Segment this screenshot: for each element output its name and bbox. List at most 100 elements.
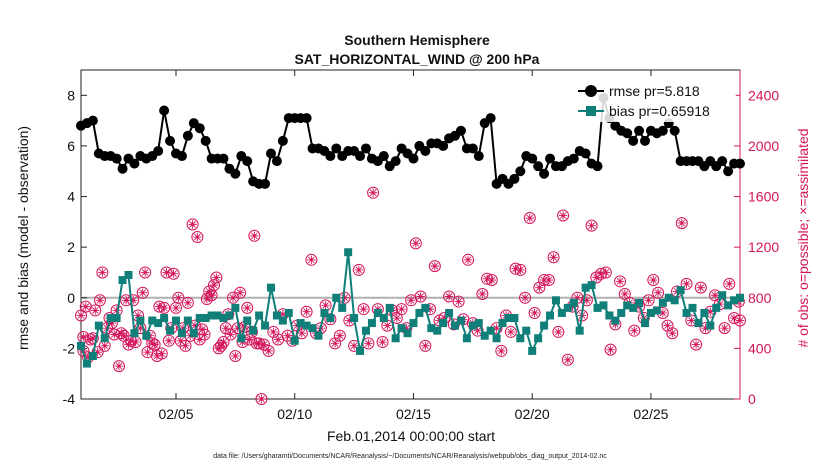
bias-point bbox=[177, 329, 186, 338]
obs-assimilated-marker bbox=[190, 321, 200, 330]
obs-assimilated-marker bbox=[364, 339, 373, 348]
obs-possible-marker bbox=[160, 266, 173, 279]
bias-point bbox=[575, 326, 584, 335]
obs-assimilated-marker bbox=[706, 307, 715, 316]
bias-point bbox=[540, 321, 549, 330]
obs-possible-marker bbox=[112, 360, 125, 373]
obs-assimilated-marker bbox=[169, 269, 178, 278]
obs-possible-marker bbox=[158, 301, 171, 314]
obs-assimilated-marker bbox=[601, 268, 611, 277]
obs-assimilated-marker bbox=[691, 340, 701, 349]
obs-count-point bbox=[169, 301, 182, 314]
rmse-point bbox=[153, 145, 164, 156]
obs-assimilated-marker bbox=[478, 289, 487, 299]
obs-count-point bbox=[485, 274, 498, 287]
bias-point bbox=[171, 316, 180, 325]
obs-assimilated-marker bbox=[335, 331, 345, 340]
obs-possible-marker bbox=[723, 277, 736, 290]
obs-possible-marker bbox=[504, 325, 517, 338]
bias-point bbox=[480, 331, 489, 340]
obs-possible-marker bbox=[647, 274, 660, 287]
rmse-point bbox=[467, 143, 478, 154]
rmse-point bbox=[360, 143, 371, 154]
obs-assimilated-marker bbox=[181, 341, 190, 351]
bias-point bbox=[492, 334, 501, 343]
x-tick-label: 02/15 bbox=[396, 406, 431, 422]
obs-count-point bbox=[690, 338, 703, 351]
bias-point bbox=[664, 293, 673, 302]
x-axis-label: Feb.01,2014 00:00:00 start bbox=[327, 428, 495, 444]
obs-possible-marker bbox=[614, 275, 627, 288]
rmse-point bbox=[182, 130, 193, 141]
obs-count-point bbox=[86, 332, 99, 345]
obs-possible-marker bbox=[561, 353, 574, 366]
obs-assimilated-marker bbox=[378, 337, 387, 347]
bias-point bbox=[100, 334, 109, 343]
obs-count-point bbox=[300, 305, 313, 318]
obs-assimilated-marker bbox=[205, 287, 214, 296]
obs-possible-marker bbox=[86, 332, 99, 345]
obs-possible-marker bbox=[542, 274, 555, 287]
bias-point bbox=[486, 326, 495, 335]
obs-possible-marker bbox=[514, 263, 527, 276]
rmse-point bbox=[331, 143, 342, 154]
obs-count-point bbox=[234, 286, 247, 299]
bias-point bbox=[261, 321, 270, 330]
rmse-point bbox=[390, 156, 401, 167]
obs-count-point bbox=[267, 325, 280, 338]
y-tick-label-right: 1200 bbox=[748, 239, 779, 255]
obs-assimilated-marker bbox=[383, 321, 392, 330]
y-tick-label-left: 8 bbox=[67, 87, 75, 103]
obs-possible-marker bbox=[212, 342, 225, 355]
bias-point bbox=[641, 319, 650, 328]
bias-point bbox=[629, 303, 638, 312]
obs-count-point bbox=[226, 291, 239, 304]
obs-assimilated-marker bbox=[330, 339, 340, 348]
obs-possible-marker bbox=[198, 328, 211, 341]
bias-point bbox=[77, 341, 85, 350]
obs-possible-marker bbox=[690, 338, 703, 351]
obs-possible-marker bbox=[300, 305, 313, 318]
rmse-point bbox=[87, 115, 98, 126]
obs-assimilated-marker bbox=[86, 335, 95, 344]
obs-assimilated-marker bbox=[155, 302, 164, 311]
obs-assimilated-marker bbox=[269, 327, 278, 337]
obs-count-point bbox=[585, 219, 598, 232]
obs-assimilated-marker bbox=[402, 323, 411, 333]
obs-assimilated-marker bbox=[644, 296, 653, 305]
obs-count-point bbox=[122, 338, 135, 351]
bias-point bbox=[225, 311, 234, 320]
obs-assimilated-marker bbox=[573, 293, 582, 302]
obs-count-point bbox=[255, 393, 268, 405]
obs-count-point bbox=[179, 339, 192, 352]
bias-point bbox=[332, 293, 341, 302]
obs-possible-marker bbox=[127, 294, 140, 307]
rmse-point bbox=[301, 113, 312, 124]
bias-point bbox=[255, 311, 264, 320]
obs-assimilated-marker bbox=[93, 347, 102, 357]
bias-point bbox=[688, 303, 697, 312]
obs-assimilated-marker bbox=[176, 336, 185, 345]
rmse-point bbox=[378, 151, 389, 162]
rmse-point bbox=[265, 148, 276, 159]
obs-possible-marker bbox=[207, 279, 220, 292]
obs-assimilated-marker bbox=[406, 296, 416, 305]
obs-count-point bbox=[89, 304, 102, 317]
obs-count-point bbox=[127, 294, 140, 307]
rmse-point bbox=[176, 151, 187, 162]
rmse-point bbox=[408, 153, 419, 164]
obs-assimilated-marker bbox=[425, 304, 435, 314]
obs-assimilated-marker bbox=[511, 264, 520, 273]
obs-assimilated-marker bbox=[219, 337, 228, 347]
rmse-point bbox=[242, 156, 253, 167]
bias-point bbox=[706, 321, 715, 330]
obs-count-point bbox=[495, 344, 508, 357]
obs-assimilated-marker bbox=[212, 273, 221, 282]
bias-point bbox=[534, 334, 543, 343]
obs-assimilated-marker bbox=[397, 304, 406, 314]
bias-point bbox=[124, 270, 133, 279]
rmse-point bbox=[657, 125, 668, 136]
bias-point bbox=[682, 308, 691, 317]
obs-count-point bbox=[462, 253, 475, 266]
obs-assimilated-marker bbox=[143, 347, 152, 357]
